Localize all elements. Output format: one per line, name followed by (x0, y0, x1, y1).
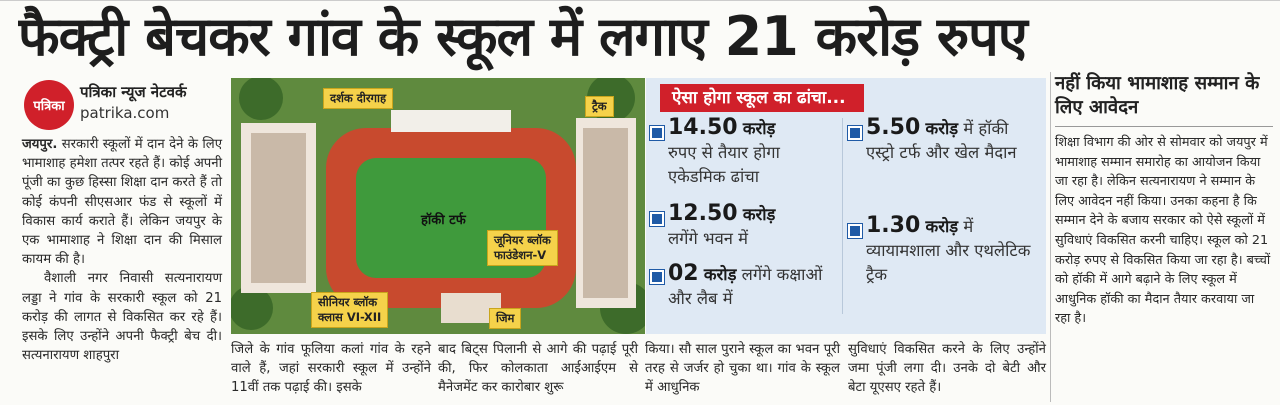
label-senior-line1: सीनियर ब्लॉक (318, 295, 378, 309)
story-text-1: सरकारी स्कूलों में दान देने के लिए भामाश… (22, 137, 222, 268)
story-column-2: जिले के गांव फूलिया कलां गांव के रहने वा… (231, 342, 431, 396)
school-rendering-image: दर्शक दीरगाह ट्रैक हॉकी टर्फ जूनियर ब्लॉ… (231, 78, 645, 334)
label-track: ट्रैक (585, 96, 614, 117)
bullet-icon (649, 211, 665, 227)
label-stands: दर्शक दीरगाह (323, 88, 394, 109)
bullet-icon (649, 269, 665, 285)
school-rendering-illustration (231, 78, 645, 334)
label-junior-block: जूनियर ब्लॉक फाउंडेशन-V (487, 230, 558, 266)
info-item-1-text: रुपए से तैयार होगा एकेडमिक ढांचा (668, 143, 780, 186)
label-junior-line2: फाउंडेशन-V (494, 248, 547, 262)
headline: फैक्ट्री बेचकर गांव के स्कूल में लगाए 21… (18, 5, 1028, 68)
info-item-1-unit: करोड़ (742, 119, 776, 138)
sidebar-heading: नहीं किया भामाशाह सम्मान के लिए आवेदन (1055, 73, 1260, 118)
label-turf: हॉकी टर्फ (421, 213, 466, 228)
info-item-4-unit: करोड़ (925, 119, 959, 138)
story-column-5: सुविधाएं विकसित करने के लिए उन्होंने जमा… (848, 342, 1046, 396)
info-item-5-unit: करोड़ (925, 217, 959, 236)
infobox-divider (842, 118, 843, 314)
info-item-3: 02 करोड़ लगेंगे कक्षाओं और लैब में (668, 262, 840, 311)
story-column-4: किया। सौ साल पुराने स्कूल का भवन पूरी तर… (645, 342, 840, 396)
story-column-1: जयपुर. सरकारी स्कूलों में दान देने के लि… (22, 135, 222, 365)
sidebar-divider (1050, 72, 1051, 402)
byline: पत्रिका न्यूज नेटवर्क (80, 83, 187, 101)
info-item-4-text: में हॉकी एस्ट्रो टर्फ और खेल मैदान (866, 119, 1017, 162)
patrika-logo: पत्रिका (24, 80, 74, 130)
bullet-icon (847, 223, 863, 239)
bullet-icon (847, 125, 863, 141)
info-item-5-text: में व्यायामशाला और एथलेटिक ट्रैक (866, 217, 1031, 284)
school-structure-infobox (646, 78, 1046, 334)
infobox-title: ऐसा होगा स्कूल का ढांचा... (660, 84, 864, 112)
info-item-2: 12.50 करोड़ लगेंगे भवन में (668, 202, 838, 251)
label-junior-line1: जूनियर ब्लॉक (494, 233, 551, 247)
info-item-4: 5.50 करोड़ में हॉकी एस्ट्रो टर्फ और खेल … (866, 116, 1041, 165)
info-item-5-number: 1.30 (866, 213, 921, 238)
dateline: जयपुर. (22, 137, 58, 152)
info-item-1-number: 14.50 (668, 115, 738, 140)
sidebar-box: नहीं किया भामाशाह सम्मान के लिए आवेदन शि… (1055, 72, 1273, 402)
sidebar-rule (1055, 126, 1273, 127)
label-gym: जिम (489, 308, 522, 329)
sidebar-text: शिक्षा विभाग की ओर से सोमवार को जयपुर मे… (1055, 135, 1271, 327)
story-text-2: वैशाली नगर निवासी सत्यनारायण लड्डा ने गा… (22, 271, 222, 364)
site-link[interactable]: patrika.com (80, 104, 170, 122)
info-item-3-unit: करोड़ (703, 265, 737, 284)
info-item-2-text: लगेंगे भवन में (668, 229, 749, 248)
info-item-3-text: लगेंगे कक्षाओं और लैब में (668, 265, 823, 308)
bullet-icon (649, 125, 665, 141)
page-top-rule (0, 0, 1280, 5)
info-item-2-number: 12.50 (668, 201, 738, 226)
label-senior-line2: क्लास VI-XII (318, 310, 382, 324)
info-item-4-number: 5.50 (866, 115, 921, 140)
story-column-3: बाद बिट्स पिलानी से आगे की पढ़ाई पूरी की… (438, 342, 638, 396)
info-item-5: 1.30 करोड़ में व्यायामशाला और एथलेटिक ट्… (866, 214, 1041, 287)
info-item-2-unit: करोड़ (742, 205, 776, 224)
info-item-1: 14.50 करोड़ रुपए से तैयार होगा एकेडमिक ढ… (668, 116, 838, 189)
label-senior-block: सीनियर ब्लॉक क्लास VI-XII (311, 292, 389, 328)
info-item-3-number: 02 (668, 261, 699, 286)
